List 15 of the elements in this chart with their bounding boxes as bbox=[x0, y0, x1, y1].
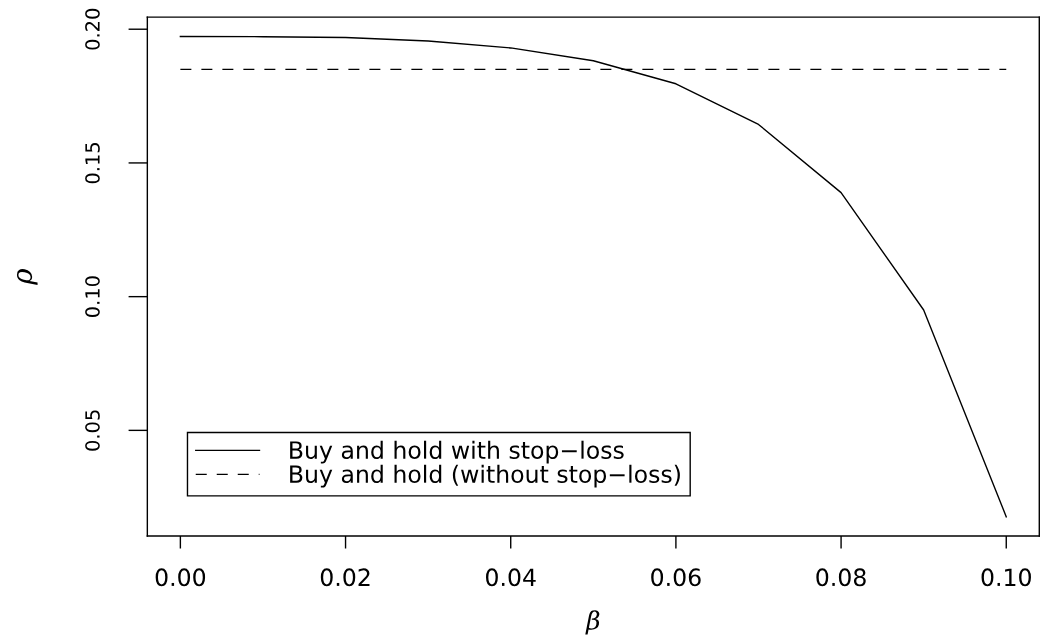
x-tick-label: 0.10 bbox=[981, 568, 1031, 587]
legend-label: Buy and hold with stop−loss bbox=[290, 440, 624, 464]
y-axis-title: ρ bbox=[16, 269, 38, 285]
y-tick-label: 0.20 bbox=[85, 8, 100, 50]
legend-label: Buy and hold (without stop−loss) bbox=[290, 464, 680, 488]
y-tick-label: 0.15 bbox=[85, 142, 100, 184]
line-series bbox=[179, 35, 1007, 518]
x-tick-label: 0.02 bbox=[320, 568, 370, 587]
x-tick-label: 0.06 bbox=[651, 568, 701, 587]
y-tick-label: 0.05 bbox=[85, 410, 100, 451]
x-tick-label: 0.04 bbox=[486, 568, 536, 587]
x-tick-label: 0.08 bbox=[816, 568, 866, 587]
x-axis-title: β bbox=[585, 610, 600, 635]
y-tick-label: 0.10 bbox=[85, 276, 100, 318]
x-tick-label: 0.00 bbox=[155, 568, 206, 587]
